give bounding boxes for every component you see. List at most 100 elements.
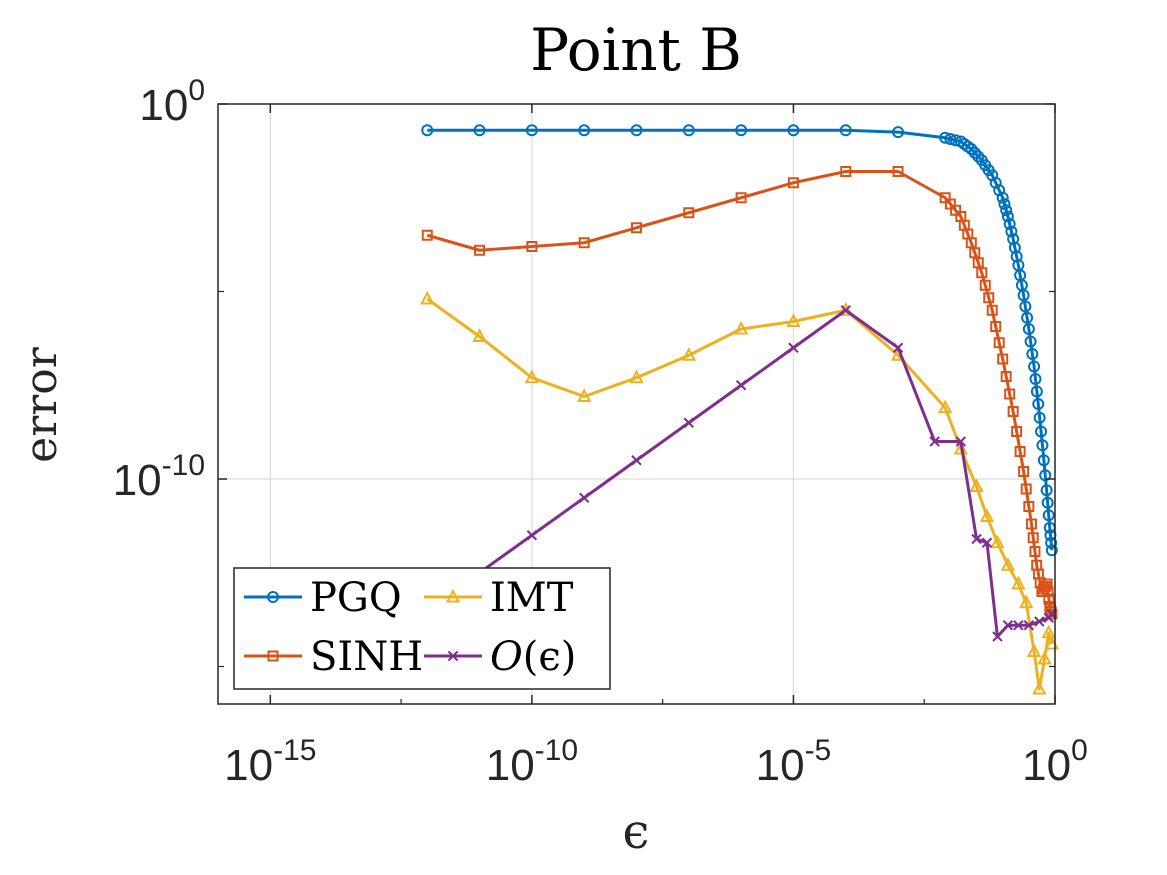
data-point bbox=[788, 342, 799, 353]
legend-label-main: PGQ bbox=[310, 575, 402, 621]
data-point bbox=[1045, 536, 1058, 549]
data-point bbox=[421, 124, 434, 137]
data-point bbox=[1002, 620, 1014, 631]
data-point bbox=[1027, 532, 1039, 544]
data-point bbox=[787, 177, 799, 189]
data-point bbox=[1007, 406, 1019, 417]
y-tick-exponent: -10 bbox=[162, 449, 205, 482]
legend-label-main: IMT bbox=[490, 575, 574, 621]
data-point bbox=[526, 241, 538, 252]
data-point bbox=[972, 257, 984, 269]
data-point bbox=[735, 380, 747, 391]
data-point bbox=[1025, 518, 1037, 530]
data-point bbox=[1000, 557, 1016, 571]
data-point bbox=[1023, 501, 1035, 512]
data-point bbox=[993, 337, 1005, 349]
y-tick-exponent: 0 bbox=[188, 74, 205, 107]
data-point bbox=[1001, 210, 1014, 223]
data-point bbox=[735, 124, 748, 137]
legend-label: O(ϵ) bbox=[490, 634, 576, 680]
data-point bbox=[733, 320, 749, 335]
data-point bbox=[929, 436, 940, 447]
data-point bbox=[979, 508, 995, 522]
x-ticks: 10-15 10-10 10-5 100 bbox=[224, 104, 1088, 790]
data-point bbox=[1008, 241, 1021, 254]
data-point bbox=[682, 124, 695, 137]
data-point bbox=[629, 369, 644, 384]
data-point bbox=[1010, 250, 1023, 263]
data-point bbox=[631, 455, 642, 466]
data-point bbox=[955, 436, 967, 447]
data-point bbox=[992, 631, 1003, 642]
legend-label: PGQ bbox=[310, 575, 402, 621]
data-point bbox=[840, 305, 851, 316]
data-point bbox=[1014, 446, 1026, 457]
data-point bbox=[474, 244, 486, 256]
data-point bbox=[1045, 544, 1058, 557]
series-PGQ bbox=[421, 124, 1058, 557]
data-point bbox=[979, 279, 991, 291]
x-tick-base: 10 bbox=[486, 741, 535, 790]
data-point bbox=[1026, 643, 1042, 657]
legend-entry-O(ϵ): O(ϵ) bbox=[424, 634, 576, 680]
data-point bbox=[981, 537, 993, 548]
data-point bbox=[1013, 620, 1024, 631]
x-tick-base: 10 bbox=[1022, 741, 1071, 790]
data-point bbox=[840, 166, 852, 177]
data-point bbox=[578, 492, 590, 503]
legend-label-main: O bbox=[490, 634, 523, 680]
data-point bbox=[1030, 385, 1043, 398]
legend: PGQ IMT SINH O(ϵ) bbox=[233, 567, 611, 690]
x-tick-label: 10-5 bbox=[756, 734, 832, 790]
data-point bbox=[1035, 425, 1048, 438]
data-point bbox=[1023, 620, 1035, 631]
x-tick-label: 10-15 bbox=[224, 734, 316, 790]
data-point bbox=[892, 166, 904, 177]
data-point bbox=[524, 369, 540, 384]
data-point bbox=[944, 133, 957, 145]
legend-entry-SINH: SINH bbox=[244, 634, 423, 680]
data-point bbox=[578, 237, 590, 249]
data-point bbox=[525, 124, 538, 137]
data-point bbox=[578, 124, 591, 137]
data-point bbox=[1019, 300, 1032, 313]
series-line bbox=[426, 170, 1054, 615]
legend-swatch-marker bbox=[267, 650, 279, 662]
data-point bbox=[1034, 616, 1045, 627]
y-ticks: 100 10-10 bbox=[113, 74, 1055, 668]
x-tick-exponent: 0 bbox=[1071, 734, 1088, 767]
data-point bbox=[990, 534, 1005, 549]
data-point bbox=[990, 321, 1002, 332]
legend-swatch-marker bbox=[447, 650, 459, 662]
x-axis-label: ϵ bbox=[623, 804, 650, 860]
data-point bbox=[1029, 373, 1042, 385]
data-point bbox=[982, 164, 995, 177]
x-tick-base: 10 bbox=[756, 741, 805, 790]
data-point bbox=[950, 204, 962, 216]
data-point bbox=[1005, 225, 1018, 238]
data-point bbox=[953, 440, 968, 455]
y-tick-base: 10 bbox=[113, 456, 162, 505]
data-point bbox=[983, 292, 995, 304]
y-tick-label: 100 bbox=[139, 74, 205, 130]
data-point bbox=[630, 124, 643, 137]
data-point bbox=[1022, 323, 1035, 335]
legend-swatch-marker bbox=[267, 591, 279, 603]
data-point bbox=[1037, 454, 1050, 467]
series-SINH bbox=[421, 166, 1058, 620]
data-point bbox=[683, 207, 695, 219]
data-point bbox=[473, 124, 486, 137]
data-point bbox=[1032, 680, 1047, 695]
data-point bbox=[1024, 335, 1037, 348]
data-point bbox=[1015, 279, 1028, 292]
data-point bbox=[1039, 469, 1052, 482]
data-point bbox=[1042, 586, 1054, 597]
data-point bbox=[1041, 496, 1054, 509]
data-point bbox=[735, 192, 747, 204]
data-point bbox=[1011, 426, 1023, 437]
legend-label-paren: (ϵ) bbox=[523, 634, 577, 680]
data-point bbox=[1004, 388, 1016, 400]
data-point bbox=[681, 347, 696, 361]
data-point bbox=[1000, 371, 1012, 382]
